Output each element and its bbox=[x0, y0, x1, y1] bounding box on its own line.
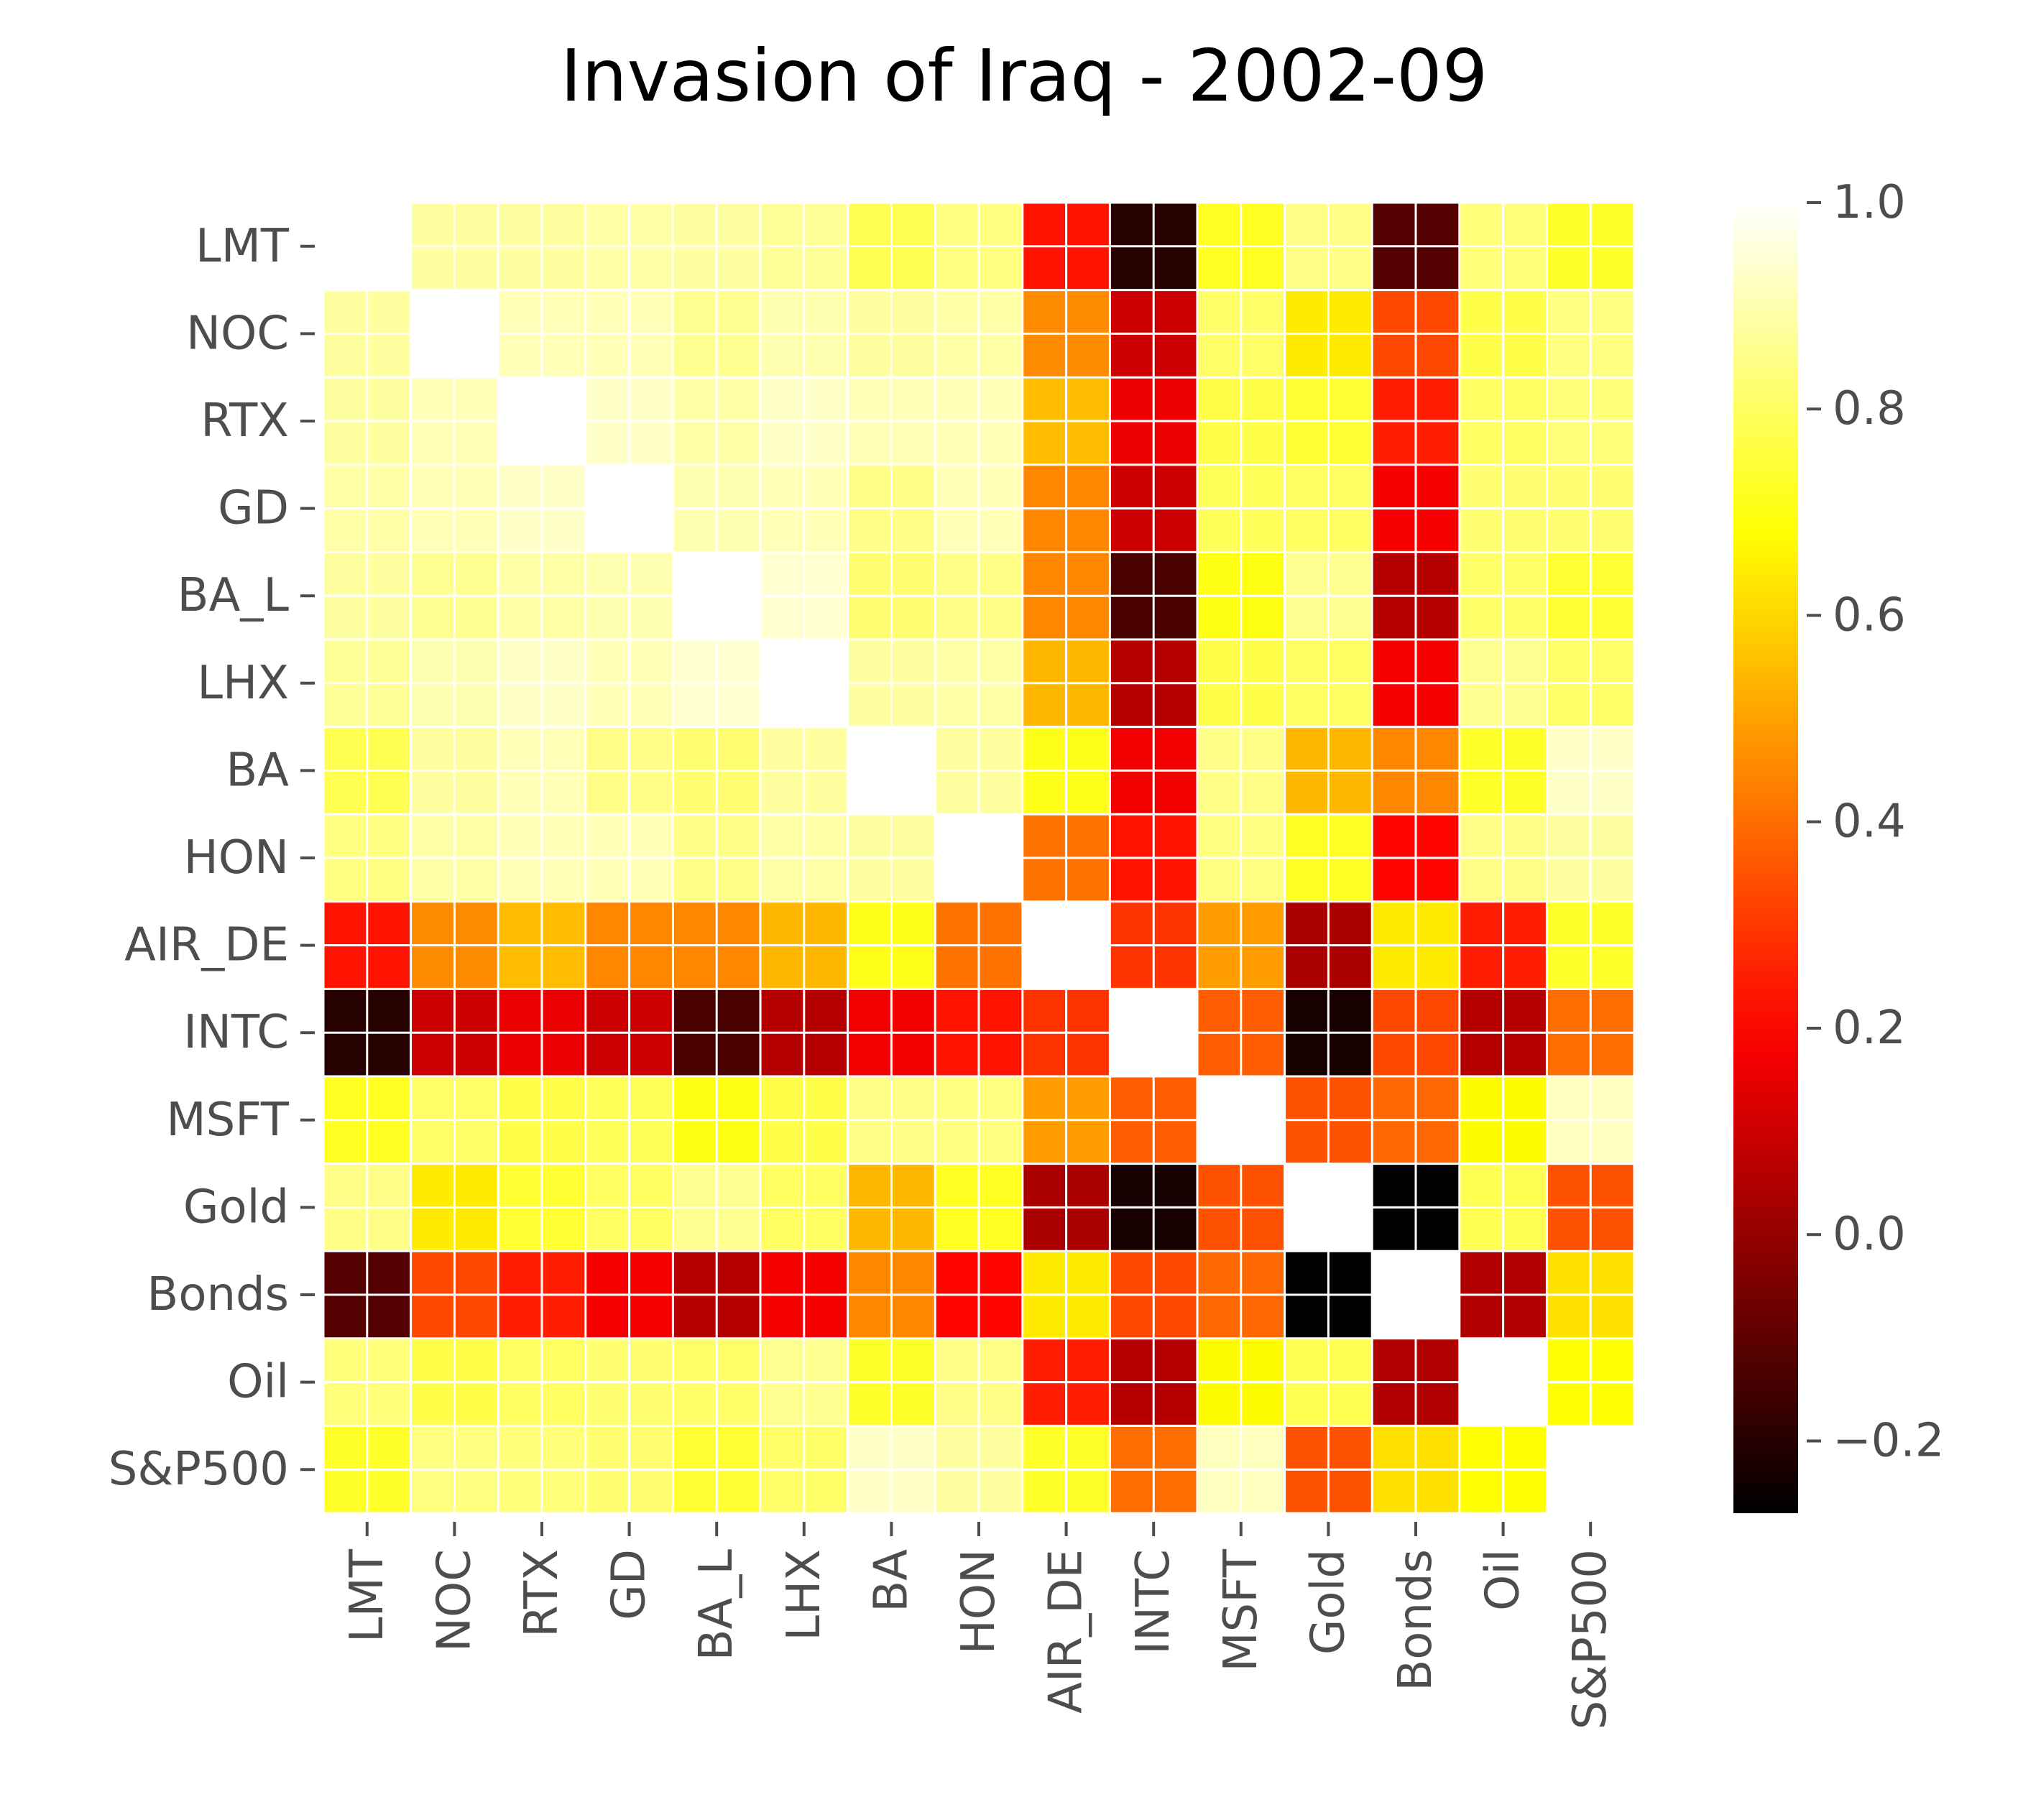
y-tick-label: BA_L bbox=[178, 569, 290, 622]
colorbar-tick-label: 0.4 bbox=[1833, 795, 1906, 849]
y-tick-label: S&P500 bbox=[109, 1443, 289, 1496]
x-tick-label: S&P500 bbox=[1564, 1549, 1617, 1729]
colorbar-tick-label: −0.2 bbox=[1833, 1414, 1944, 1467]
colorbar: −0.2 0.0 0.2 0.4 0.6 0.8 1.0 bbox=[1733, 176, 1944, 1513]
x-tick-label: LHX bbox=[778, 1549, 831, 1641]
y-tick-label: Gold bbox=[183, 1181, 289, 1234]
y-tick-label: GD bbox=[218, 482, 289, 535]
colorbar-gradient bbox=[1733, 203, 1798, 1513]
colorbar-tick-label: 0.6 bbox=[1833, 588, 1906, 642]
x-tick-label: GD bbox=[603, 1549, 656, 1620]
y-tick-label: RTX bbox=[201, 394, 289, 448]
y-tick-label: AIR_DE bbox=[124, 919, 289, 972]
y-tick-label: LHX bbox=[197, 657, 289, 710]
x-tick-label: Oil bbox=[1477, 1549, 1530, 1611]
y-tick-label: LMT bbox=[195, 220, 290, 273]
y-tick-label: MSFT bbox=[166, 1094, 290, 1147]
y-tick-label: INTC bbox=[183, 1006, 289, 1059]
y-tick-label: Bonds bbox=[147, 1268, 289, 1321]
x-tick-label: MSFT bbox=[1215, 1548, 1268, 1672]
colorbar-tick-label: 0.2 bbox=[1833, 1002, 1906, 1055]
x-tick-label: AIR_DE bbox=[1040, 1549, 1093, 1714]
x-tick-label: Gold bbox=[1301, 1549, 1355, 1655]
x-tick-label: HON bbox=[952, 1549, 1005, 1654]
y-tick-label: HON bbox=[184, 831, 289, 884]
y-tick-label: BA bbox=[226, 744, 289, 797]
colorbar-tick-label: 0.8 bbox=[1833, 382, 1906, 435]
chart-title: Invasion of Iraq - 2002-09 bbox=[561, 34, 1488, 118]
y-tick-label: Oil bbox=[227, 1356, 289, 1409]
x-tick-label: Bonds bbox=[1389, 1549, 1442, 1691]
x-axis-tick-labels: LMT NOC RTX GD BA_L LHX BA HON AIR_DE INTC MSFT Gol… bbox=[341, 1522, 1617, 1729]
y-tick-label: NOC bbox=[186, 307, 289, 360]
colorbar-tick-label: 1.0 bbox=[1833, 176, 1906, 229]
x-tick-label: NOC bbox=[428, 1549, 481, 1652]
y-axis-tick-labels: LMT NOC RTX GD BA_L LHX BA HON AIR_DE INTC MSFT Gol… bbox=[109, 220, 315, 1496]
x-tick-label: RTX bbox=[515, 1549, 568, 1637]
heatmap-gridlines bbox=[322, 201, 1636, 1515]
colorbar-tick-label: 0.0 bbox=[1833, 1208, 1906, 1261]
x-tick-label: BA bbox=[865, 1549, 918, 1612]
x-tick-label: LMT bbox=[341, 1548, 394, 1643]
x-tick-label: BA_L bbox=[690, 1549, 743, 1661]
x-tick-label: INTC bbox=[1127, 1549, 1180, 1655]
